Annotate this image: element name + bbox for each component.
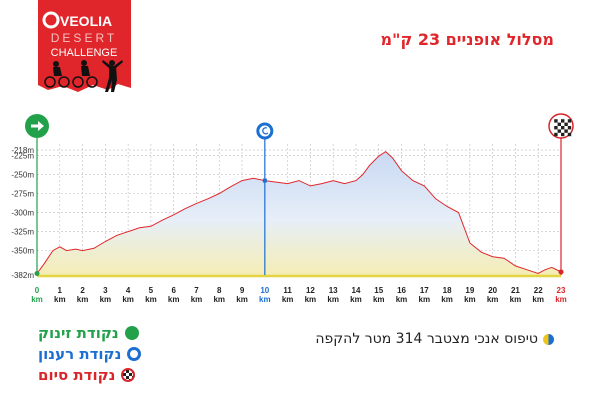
checkered-flag-icon [567,132,572,137]
checkered-flag-icon [561,119,565,123]
x-tick-label: 6 [171,286,176,295]
x-tick-unit: km [305,295,317,304]
legend-refresh-label: נקודת רענון [38,345,122,363]
checkered-flag-icon [561,126,565,130]
climb-note: טיפוס אנכי מצטבר 314 מטר להקפה [315,331,554,347]
x-tick-label: 22 [534,286,543,295]
x-tick-label: 1 [58,286,63,295]
x-tick-unit: km [373,295,385,304]
x-tick-unit: km [54,295,66,304]
veolia-mark-icon [42,11,60,29]
veolia-desert-challenge-logo: VEOLIA DESERT CHALLENGE [38,0,131,92]
y-tick-label: -325m [11,228,34,237]
x-tick-label: 15 [374,286,383,295]
finish-point-icon [121,368,136,382]
x-tick-unit: km [350,295,362,304]
x-tick-label: 10 [260,286,269,295]
x-tick-unit: km [532,295,544,304]
x-tick-unit: km [282,295,294,304]
y-tick-label: -300m [11,209,34,218]
x-tick-label: 14 [352,286,361,295]
x-tick-unit: km [441,295,453,304]
legend-start: נקודת זינוק [38,324,139,342]
x-tick-label: 7 [194,286,199,295]
checkered-flag-icon [554,132,558,137]
checkered-flag-icon [554,119,558,123]
x-tick-unit: km [259,295,271,304]
refresh-marker-icon [256,122,274,140]
x-tick-label: 9 [240,286,245,295]
y-tick-label: -382m [11,271,34,280]
checkered-flag-icon [557,129,561,133]
cyclists-silhouette-icon [44,60,123,92]
y-tick-label: -350m [11,247,34,256]
brand-line2: CHALLENGE [51,47,118,59]
x-tick-label: 19 [465,286,474,295]
x-tick-unit: km [213,295,225,304]
chart-title: מסלול אופניים 23 ק"מ [380,30,554,49]
checkered-flag-icon [567,126,572,130]
x-tick-label: 23 [557,286,566,295]
legend-finish: נקודת סיום [38,366,136,384]
y-tick-label: -218m [11,146,34,155]
elevation-line [36,150,562,275]
y-tick-label: -225m [11,151,34,160]
x-tick-label: 16 [397,286,406,295]
x-tick-label: 11 [283,286,292,295]
x-tick-label: 4 [126,286,131,295]
x-tick-label: 2 [80,286,85,295]
elevation-area [37,151,561,275]
checkered-flag-icon [561,132,565,137]
checkered-flag-icon [567,119,572,123]
arrow-right-icon [31,121,44,131]
x-tick-unit: km [487,295,499,304]
x-tick-unit: km [419,295,431,304]
checkered-flag-icon [564,129,568,133]
x-tick-unit: km [31,295,43,304]
x-tick-unit: km [191,295,203,304]
legend-finish-label: נקודת סיום [38,366,116,384]
x-tick-label: 12 [306,286,315,295]
checkered-flag-icon [557,122,561,126]
y-tick-label: -275m [11,190,34,199]
checkered-flag-icon [554,126,558,130]
legend-start-label: נקודת זינוק [38,324,119,342]
x-tick-label: 17 [420,286,429,295]
x-tick-unit: km [145,295,157,304]
x-tick-unit: km [77,295,89,304]
brand-line1: DESERT [51,31,117,45]
x-tick-unit: km [396,295,408,304]
x-tick-unit: km [510,295,522,304]
refresh-point-icon [127,347,142,361]
climb-note-text: טיפוס אנכי מצטבר 314 מטר להקפה [315,331,538,347]
start-point [34,270,40,276]
x-tick-unit: km [555,295,567,304]
refresh-icon [262,127,269,135]
start-point-icon [124,326,139,340]
x-tick-unit: km [327,295,339,304]
x-tick-label: 0 [35,286,40,295]
x-tick-label: 3 [103,286,108,295]
legend-refresh: נקודת רענון [38,345,142,363]
checkered-flag-icon [564,122,568,126]
x-tick-unit: km [122,295,134,304]
x-tick-label: 21 [511,286,520,295]
y-tick-label: -250m [11,170,34,179]
x-tick-unit: km [168,295,180,304]
x-tick-label: 13 [329,286,338,295]
x-tick-label: 5 [149,286,154,295]
refresh-point [262,178,267,183]
x-tick-unit: km [236,295,248,304]
climb-note-icon [543,333,554,345]
x-tick-label: 20 [488,286,497,295]
finish-point [558,269,564,275]
x-tick-unit: km [464,295,476,304]
x-tick-label: 18 [443,286,452,295]
x-tick-unit: km [100,295,112,304]
x-tick-label: 8 [217,286,222,295]
brand-name: VEOLIA [60,13,112,29]
